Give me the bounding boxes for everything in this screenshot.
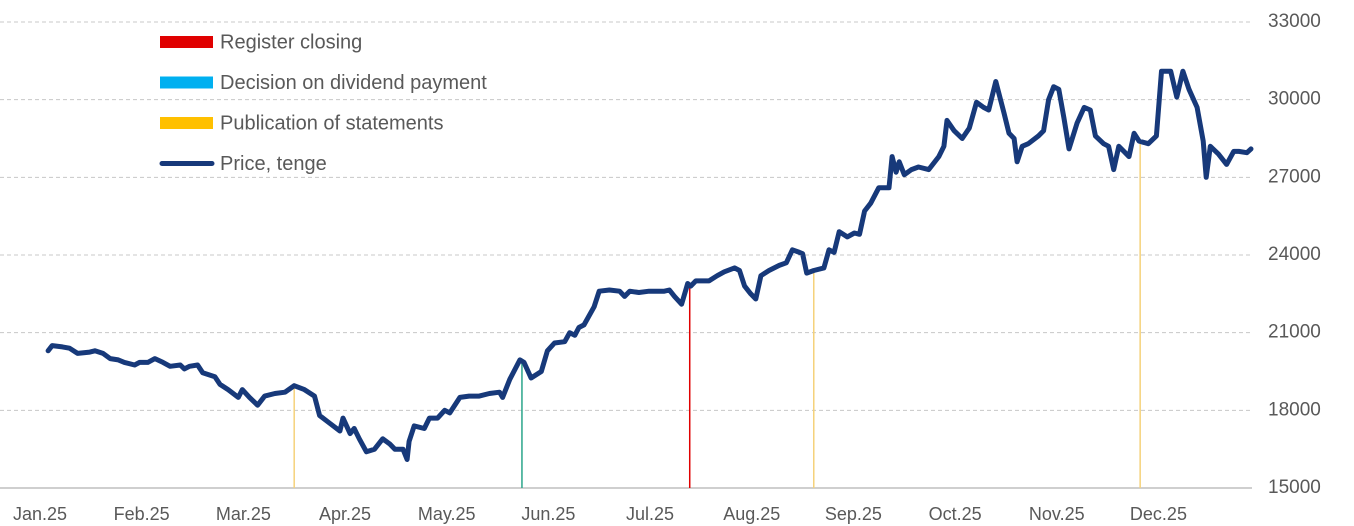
y-tick-label: 15000 bbox=[1268, 477, 1321, 498]
legend-label: Price, tenge bbox=[220, 153, 327, 175]
legend-swatch bbox=[160, 36, 213, 48]
y-tick-label: 24000 bbox=[1268, 244, 1321, 265]
legend-label: Decision on dividend payment bbox=[220, 72, 487, 94]
x-tick-label: Oct.25 bbox=[929, 504, 982, 524]
legend-label: Publication of statements bbox=[220, 112, 443, 134]
legend-swatch bbox=[160, 117, 213, 129]
y-tick-label: 18000 bbox=[1268, 399, 1321, 420]
x-tick-label: Aug.25 bbox=[723, 504, 780, 524]
x-tick-label: Jan.25 bbox=[13, 504, 67, 524]
x-tick-label: Jun.25 bbox=[521, 504, 575, 524]
x-tick-label: Nov.25 bbox=[1029, 504, 1085, 524]
x-tick-label: Feb.25 bbox=[114, 504, 170, 524]
x-tick-label: Mar.25 bbox=[216, 504, 271, 524]
y-tick-label: 30000 bbox=[1268, 89, 1321, 110]
legend-swatch bbox=[160, 76, 213, 89]
x-tick-label: Jul.25 bbox=[626, 504, 674, 524]
x-tick-label: May.25 bbox=[418, 504, 476, 524]
y-tick-label: 33000 bbox=[1268, 11, 1321, 32]
x-tick-label: Apr.25 bbox=[319, 504, 371, 524]
price-line bbox=[45, 68, 1254, 462]
y-tick-label: 27000 bbox=[1268, 166, 1321, 187]
x-tick-label: Sep.25 bbox=[825, 504, 882, 524]
legend-label: Register closing bbox=[220, 31, 362, 53]
x-tick-label: Dec.25 bbox=[1130, 504, 1187, 524]
y-tick-label: 21000 bbox=[1268, 322, 1321, 343]
